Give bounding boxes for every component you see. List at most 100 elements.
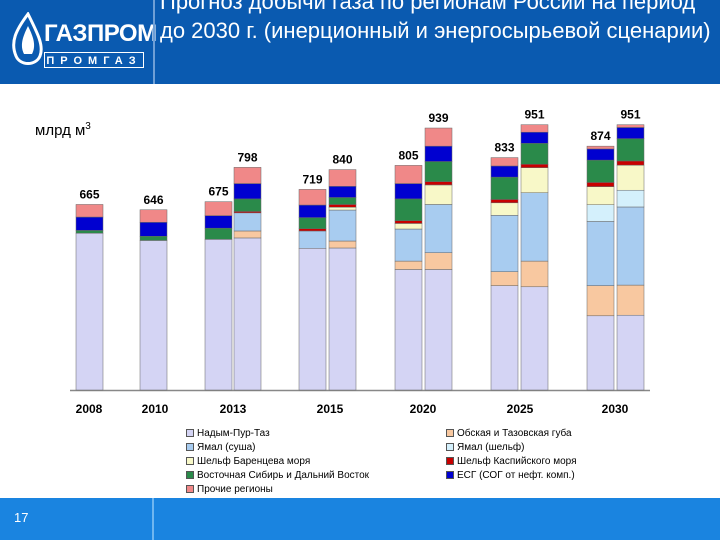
bar-segment-esg: [298, 204, 327, 218]
bar-segment-caspian: [394, 220, 423, 224]
bar-segment-nadym: [394, 269, 423, 391]
bar-segment-east: [394, 198, 423, 221]
bar-segment-barents: [424, 184, 453, 205]
legend-item-esg: ЕСГ (СОГ от нефт. комп.): [446, 470, 575, 481]
bar-segment-other: [490, 157, 519, 167]
page-title: Прогноз добычи газа по регионам России н…: [160, 0, 711, 43]
bar-segment-yamal_shelf: [616, 189, 645, 208]
legend-item-nadym: Надым-Пур-Таз: [186, 428, 270, 439]
legend-swatch: [186, 443, 194, 452]
bar-segment-east: [490, 176, 519, 200]
data-label: 833: [494, 141, 514, 155]
bar-segment-ob: [616, 284, 645, 316]
bar-segment-ob: [394, 260, 423, 270]
bar-segment-nadym: [298, 248, 327, 391]
legend-swatch: [446, 471, 454, 480]
x-tick-label: 2020: [410, 402, 437, 416]
legend-item-yamal-land: Ямал (суша): [186, 442, 256, 453]
bar-segment-yamal_shelf: [586, 204, 615, 222]
legend-swatch: [446, 429, 454, 438]
bar-segment-barents: [616, 164, 645, 191]
legend-label: Обская и Тазовская губа: [457, 428, 572, 439]
bar-segment-esg: [490, 165, 519, 178]
bar-segment-other: [298, 189, 327, 206]
bar-segment-ob: [424, 252, 453, 270]
legend-label: Надым-Пур-Таз: [197, 428, 270, 439]
stacked-bar-chart: 665 646 675 798 719 840 805 939 833 951 874 951 2008…: [70, 108, 650, 416]
bar-segment-ob: [233, 230, 262, 239]
logo-brand: ГАЗПРОМ: [44, 20, 157, 47]
bar-segment-yamal_land: [616, 206, 645, 286]
unit-text: млрд м: [35, 122, 86, 139]
header-divider: [153, 0, 155, 84]
bar-segment-nadym: [616, 314, 645, 391]
bar-segment-other: [328, 169, 357, 187]
bar-segment-nadym: [204, 239, 233, 391]
bar-segment-caspian: [424, 181, 453, 186]
legend-label: Ямал (суша): [197, 442, 256, 453]
bar-segment-esg: [520, 131, 549, 144]
bar-segment-nadym: [139, 240, 168, 391]
bar-segment-yamal_land: [424, 204, 453, 253]
legend-item-east: Восточная Сибирь и Дальний Восток: [186, 470, 369, 481]
bar-segment-caspian: [490, 199, 519, 204]
bar-segment-yamal_land: [394, 228, 423, 262]
bar-segment-esg: [328, 186, 357, 198]
unit-label: млрд м3: [35, 121, 91, 139]
bar-segment-caspian: [298, 228, 327, 232]
data-label: 675: [208, 185, 228, 199]
bar-segment-other: [204, 201, 233, 216]
legend-item-ob: Обская и Тазовская губа: [446, 428, 572, 439]
legend-item-barents: Шельф Баренцева моря: [186, 456, 310, 467]
bar-segment-east: [204, 227, 233, 240]
bar-segment-barents: [394, 223, 423, 230]
logo: ГАЗПРОМ ПРОМГАЗ: [0, 0, 157, 84]
bar-segment-ob: [586, 285, 615, 317]
bar-segment-esg: [394, 183, 423, 200]
legend-label: Шельф Каспийского моря: [457, 456, 577, 467]
bar-segment-other: [394, 165, 423, 184]
bar-segment-nadym: [520, 286, 549, 391]
bar-segment-other: [75, 204, 104, 218]
bar-segment-barents: [520, 167, 549, 193]
legend-swatch: [446, 443, 454, 452]
data-label: 874: [590, 129, 610, 143]
bar-segment-caspian: [586, 182, 615, 187]
data-label: 939: [428, 111, 448, 125]
x-tick-label: 2010: [142, 402, 169, 416]
bar-segment-nadym: [490, 285, 519, 391]
bar-segment-east: [520, 143, 549, 165]
bar-segment-yamal_land: [490, 215, 519, 272]
legend-swatch: [186, 471, 194, 480]
x-tick-label: 2030: [602, 402, 629, 416]
bar-segment-esg: [424, 145, 453, 162]
page-number: 17: [14, 510, 29, 525]
bar-segment-yamal_land: [298, 230, 327, 249]
data-label: 719: [302, 172, 322, 186]
legend-label: Прочие регионы: [197, 484, 273, 495]
bar-segment-ob: [490, 271, 519, 286]
bar-segment-caspian: [328, 204, 357, 208]
bar-segment-nadym: [586, 315, 615, 391]
bar-segment-nadym: [328, 247, 357, 391]
bar-segment-caspian: [520, 164, 549, 168]
bar-segment-esg: [586, 148, 615, 161]
bar-segment-east: [586, 159, 615, 183]
bar-segment-esg: [204, 215, 233, 229]
unit-sup: 3: [85, 121, 91, 132]
x-tick-label: 2013: [220, 402, 247, 416]
logo-sub: ПРОМГАЗ: [44, 52, 144, 68]
bar-segment-barents: [328, 207, 357, 211]
bar-segment-other: [424, 127, 453, 147]
bar-segment-east: [139, 236, 168, 241]
bar-segment-nadym: [233, 237, 262, 391]
bar-segment-yamal_land: [233, 212, 262, 232]
legend-label: Ямал (шельф): [457, 442, 525, 453]
bar-segment-other: [139, 209, 168, 223]
bar-segment-other: [616, 124, 645, 128]
legend-swatch: [186, 485, 194, 494]
legend-item-yamal-shelf: Ямал (шельф): [446, 442, 524, 453]
legend-swatch: [186, 457, 194, 466]
bar-segment-yamal_land: [520, 192, 549, 262]
bar-segment-nadym: [75, 232, 104, 391]
